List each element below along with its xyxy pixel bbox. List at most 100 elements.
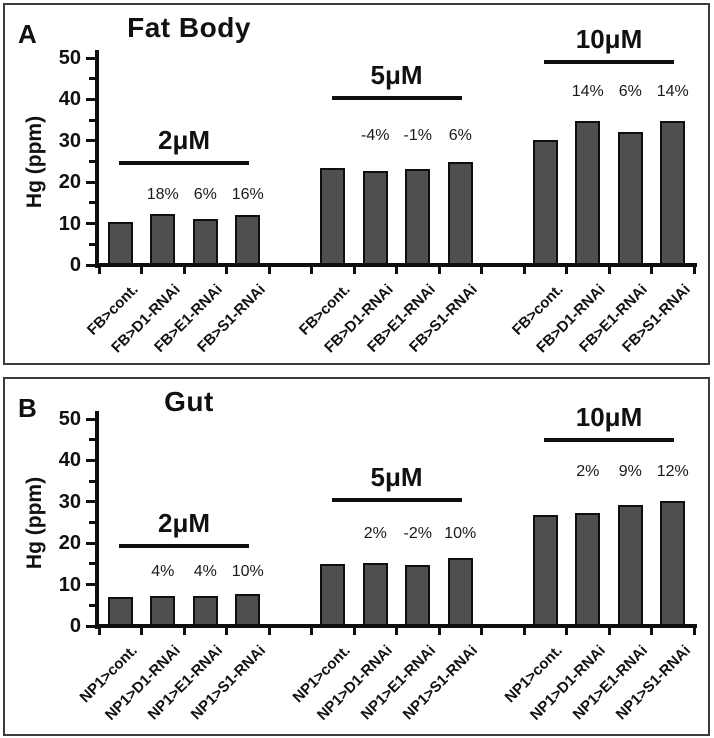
category-label: NP1>S1-RNAi xyxy=(187,642,269,724)
y-axis-minor-tick xyxy=(89,201,95,205)
x-axis-tick xyxy=(352,628,356,635)
bar xyxy=(617,132,643,265)
y-axis-minor-tick xyxy=(89,242,95,246)
percent-label: 6% xyxy=(618,82,642,100)
plot-area: 0 10 20 30 40 50 2μM NP1>cont. 4% NP1>D1-RNAi 4% NP… xyxy=(59,402,697,724)
x-axis-tick xyxy=(692,628,696,635)
x-axis-tick xyxy=(607,267,611,274)
x-axis-tick xyxy=(480,267,483,274)
y-axis-tick-label: 50 xyxy=(58,408,81,430)
chart-title: Fat Body xyxy=(127,12,251,43)
y-axis-tick-label: 50 xyxy=(58,47,81,69)
bar xyxy=(107,597,133,626)
x-axis-tick xyxy=(437,267,441,274)
percent-label: 2% xyxy=(576,462,600,480)
x-axis-tick xyxy=(267,267,271,274)
y-axis-minor-tick xyxy=(89,521,95,524)
y-axis-tick-label: 20 xyxy=(58,532,81,555)
y-axis-tick-label: 20 xyxy=(58,171,81,194)
group-concentration-label: 5μM xyxy=(370,59,423,90)
group-underline xyxy=(331,95,462,100)
x-axis-tick xyxy=(565,267,568,274)
category-label: NP1>E1-RNAi xyxy=(144,642,227,724)
y-axis-line xyxy=(95,50,99,268)
bar xyxy=(660,121,686,265)
chart-title: Gut xyxy=(164,386,214,417)
y-axis-major-tick xyxy=(86,541,95,545)
panel-gut: B Gut Hg (ppm) 0 10 20 30 40 50 2μM NP1>cont. 4%… xyxy=(3,377,710,736)
category-label: NP1>E1-RNAi xyxy=(569,642,652,724)
group-concentration-label: 2μM xyxy=(157,507,211,538)
percent-label: 4% xyxy=(193,563,217,581)
y-axis-major-tick xyxy=(86,56,95,60)
x-axis-tick xyxy=(267,628,271,635)
percent-label: 2% xyxy=(363,524,387,542)
group-underline xyxy=(544,59,674,64)
percent-label: -1% xyxy=(403,126,432,144)
percent-label: -4% xyxy=(361,126,390,144)
x-axis-tick xyxy=(522,628,526,635)
y-axis-major-tick xyxy=(86,583,95,587)
category-label: NP1>S1-RNAi xyxy=(399,642,482,724)
x-axis-tick xyxy=(522,267,526,274)
group-concentration-label: 10μM xyxy=(575,401,643,432)
y-axis-tick-label: 10 xyxy=(58,573,81,596)
y-axis-major-tick xyxy=(86,458,95,462)
bar xyxy=(405,565,431,626)
category-label: NP1>D1-RNAi xyxy=(314,642,397,724)
x-axis-tick xyxy=(225,628,228,635)
bar xyxy=(447,161,473,265)
plot-area: 0 10 20 30 40 50 2μM FB>cont. 18% FB>D1-RNAi 6% FB>… xyxy=(59,24,697,356)
percent-label: 14% xyxy=(656,82,689,100)
bar xyxy=(575,512,601,626)
bar xyxy=(532,139,558,265)
x-axis-tick xyxy=(310,628,313,635)
bar xyxy=(447,557,473,626)
percent-label: 10% xyxy=(444,524,477,542)
x-axis-tick xyxy=(225,267,228,274)
bar xyxy=(532,514,558,626)
bar xyxy=(235,594,261,626)
bar xyxy=(320,563,346,626)
y-axis-major-tick xyxy=(86,139,95,143)
x-axis-tick xyxy=(182,628,186,635)
x-axis-tick xyxy=(692,267,696,274)
x-axis-tick xyxy=(650,628,653,635)
x-axis-tick xyxy=(97,267,101,274)
x-axis-tick xyxy=(607,628,611,635)
x-axis-tick xyxy=(395,628,398,635)
bar xyxy=(107,221,133,265)
percent-label: -2% xyxy=(403,524,432,542)
y-axis-major-tick xyxy=(86,624,95,628)
percent-label: 18% xyxy=(146,185,179,203)
y-axis-minor-tick xyxy=(89,603,95,607)
y-axis-major-tick xyxy=(86,222,95,226)
bar xyxy=(617,504,643,626)
x-axis-tick xyxy=(140,628,143,635)
percent-label: 9% xyxy=(618,462,642,480)
group-concentration-label: 10μM xyxy=(575,23,643,54)
group-concentration-label: 5μM xyxy=(370,461,423,492)
y-axis-tick-label: 30 xyxy=(58,129,81,152)
y-axis-tick-label: 40 xyxy=(58,88,81,111)
panel-letter: B xyxy=(18,393,37,423)
x-axis-tick xyxy=(140,267,143,274)
percent-label: 6% xyxy=(448,126,472,144)
group-underline xyxy=(119,160,249,165)
x-axis-tick xyxy=(182,267,186,274)
group-underline xyxy=(119,543,249,548)
y-axis-major-tick xyxy=(86,97,95,101)
x-axis-tick xyxy=(437,628,441,635)
bar xyxy=(405,168,431,265)
y-axis-major-tick xyxy=(86,500,95,504)
y-axis-minor-tick xyxy=(89,77,95,81)
x-axis-tick xyxy=(480,628,483,635)
x-axis-tick xyxy=(97,628,101,635)
group-underline xyxy=(544,437,674,442)
percent-label: 4% xyxy=(151,563,175,581)
x-axis-tick xyxy=(310,267,313,274)
y-axis-tick-label: 10 xyxy=(58,212,81,235)
bar xyxy=(150,214,176,265)
y-axis-tick-label: 0 xyxy=(69,254,81,276)
